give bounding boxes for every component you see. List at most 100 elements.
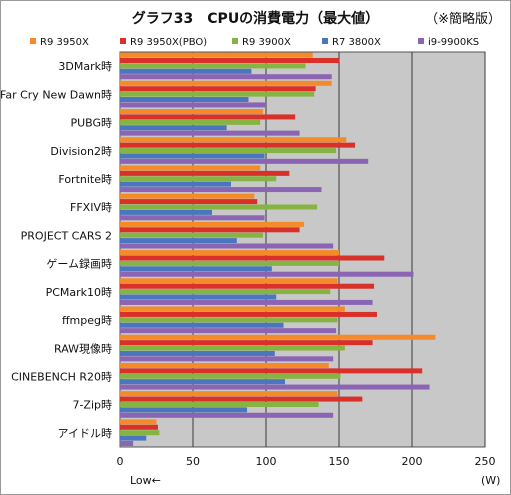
bar [120, 170, 290, 176]
legend-swatch [232, 38, 238, 44]
bar [120, 209, 212, 215]
bar [120, 109, 264, 115]
category-label: 3DMark時 [58, 60, 112, 73]
bar [120, 221, 304, 227]
bar [120, 142, 356, 148]
category-label: Division2時 [50, 145, 112, 158]
x-tick-label: 150 [329, 455, 350, 468]
bar [120, 391, 338, 397]
bar [120, 255, 385, 261]
bar [120, 306, 345, 312]
chart-note: （※簡略版） [425, 12, 501, 27]
category-label: CINEBENCH R20時 [11, 370, 112, 383]
bar [120, 193, 255, 199]
category-label: PROJECT CARS 2 [21, 229, 112, 242]
bar [120, 340, 373, 346]
bars [120, 52, 436, 446]
bar [120, 74, 332, 80]
bar [120, 407, 248, 413]
legend-swatch [120, 38, 126, 44]
bar [120, 232, 264, 238]
bar [120, 266, 272, 272]
bar [120, 97, 249, 103]
bar [120, 52, 313, 58]
category-label: PUBG時 [70, 117, 112, 130]
bar [120, 384, 430, 390]
bar [120, 379, 285, 385]
bar [120, 440, 134, 446]
bar [120, 181, 231, 187]
bar [120, 334, 436, 340]
bar [120, 419, 157, 425]
bar [120, 80, 332, 86]
category-label: ffmpeg時 [62, 314, 112, 327]
bar [120, 362, 329, 368]
x-tick-label: 100 [256, 455, 277, 468]
bar [120, 153, 265, 159]
x-tick-label: 50 [186, 455, 200, 468]
bar [120, 63, 306, 69]
bar [120, 317, 338, 323]
x-tick-label: 0 [117, 455, 124, 468]
bar [120, 250, 339, 256]
category-label: RAW現像時 [54, 342, 112, 355]
bar [120, 137, 347, 143]
bar [120, 58, 339, 64]
category-label: FFXIV時 [70, 201, 112, 214]
bar [120, 125, 227, 131]
category-label: Fortnite時 [58, 173, 112, 186]
category-labels: 3DMark時 Far Cry New Dawn時 PUBG時 Division2時 F… [0, 60, 112, 440]
legend-label: R9 3950X [40, 37, 89, 48]
bar [120, 289, 331, 295]
bar [120, 176, 277, 182]
bar [120, 119, 261, 125]
bar [120, 299, 373, 305]
bar [120, 412, 334, 418]
bar [120, 158, 369, 164]
bar [120, 350, 275, 356]
bar [120, 260, 339, 266]
category-label: PCMark10時 [46, 286, 112, 299]
bar [120, 238, 237, 244]
bar [120, 199, 258, 205]
legend-label: R7 3800X [332, 37, 381, 48]
x-tick-label: 200 [402, 455, 423, 468]
bar [120, 356, 334, 362]
bar [120, 114, 296, 120]
bar [120, 68, 252, 74]
bar [120, 148, 337, 154]
low-label: Low← [130, 474, 161, 487]
bar [120, 401, 319, 407]
bar [120, 373, 341, 379]
bar [120, 102, 266, 108]
unit-label: (W) [481, 474, 500, 487]
legend-label: R9 3950X(PBO) [130, 37, 207, 48]
bar [120, 435, 147, 441]
bar [120, 322, 284, 328]
bar [120, 187, 322, 193]
bar [120, 328, 337, 334]
legend-swatch [418, 38, 424, 44]
bar [120, 424, 158, 430]
bar [120, 368, 423, 374]
x-tick-label: 250 [475, 455, 496, 468]
bar [120, 430, 160, 436]
bar [120, 243, 334, 249]
chart-title: グラフ33 CPUの消費電力（最大値） [131, 11, 380, 27]
bar [120, 86, 316, 92]
bar [120, 294, 277, 300]
bar [120, 215, 265, 221]
bar [120, 345, 345, 351]
bar [120, 204, 318, 210]
legend-swatch [322, 38, 328, 44]
category-label: Far Cry New Dawn時 [0, 88, 112, 101]
legend-label: i9-9900KS [428, 37, 479, 48]
bar [120, 278, 338, 284]
legend: R9 3950X R9 3950X(PBO) R9 3900X R7 3800X i9-… [30, 37, 479, 48]
bar [120, 311, 377, 317]
bar [120, 283, 375, 289]
legend-swatch [30, 38, 36, 44]
bar [120, 271, 414, 277]
bar [120, 91, 315, 97]
